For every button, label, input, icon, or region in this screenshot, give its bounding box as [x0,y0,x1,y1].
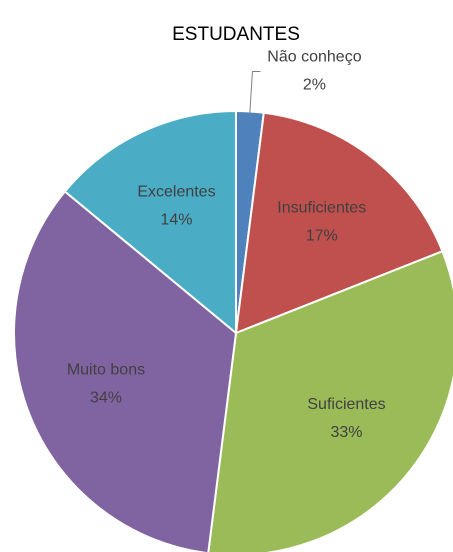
slice-value: 2% [303,77,326,94]
slice-value: 34% [90,390,122,407]
slice-label: Não conheço [267,49,361,66]
chart-title: ESTUDANTES [172,24,300,45]
pie-slice [207,249,453,552]
leader-line [249,71,261,116]
slice-label: Insuficientes [277,200,366,217]
slice-label: Excelentes [137,184,215,201]
pie-slice [63,109,237,336]
slice-label: Muito bons [67,362,145,379]
pie-slice [13,190,238,552]
slice-value: 33% [330,424,362,441]
slice-value: 17% [306,228,338,245]
pie-slice [234,111,444,335]
slice-value: 14% [160,212,192,229]
slice-label: Suficientes [307,396,385,413]
